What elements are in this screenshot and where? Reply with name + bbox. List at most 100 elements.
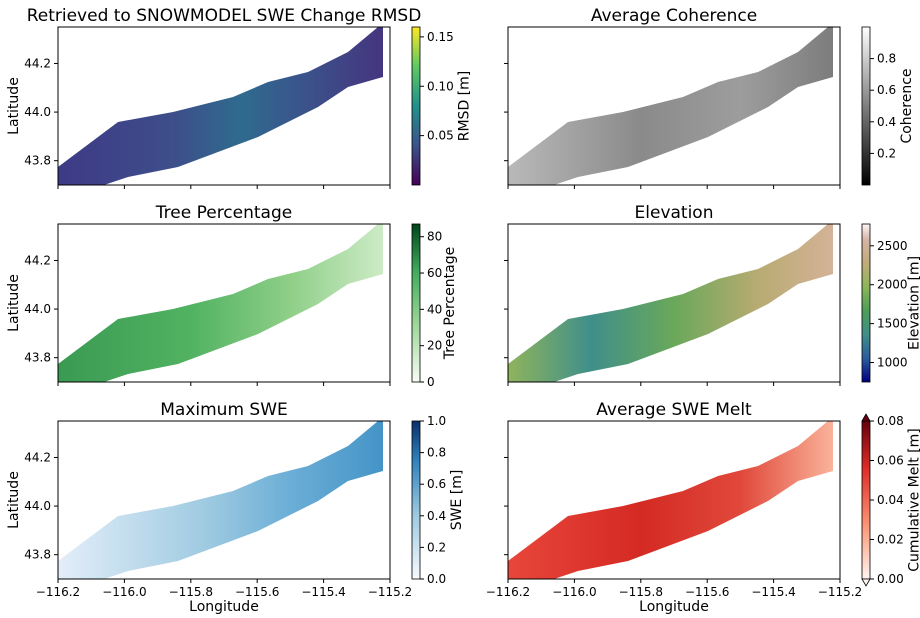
swath-group bbox=[58, 224, 383, 382]
y-axis-label: Latitude bbox=[6, 77, 22, 135]
y-axis-label: Latitude bbox=[6, 274, 22, 332]
colorbar-tick-label: 20 bbox=[427, 339, 442, 353]
colorbar-tick-label: 0.10 bbox=[427, 79, 454, 93]
panel-title: Average Coherence bbox=[591, 6, 757, 26]
axes-frame bbox=[57, 26, 391, 186]
colorbar-tick-label: 0.6 bbox=[877, 83, 896, 97]
colorbar-gradient bbox=[861, 223, 871, 383]
colorbar-tick-label: 0.08 bbox=[877, 414, 904, 428]
x-tick-label: −115.6 bbox=[685, 585, 729, 599]
x-tick-label: −116.2 bbox=[486, 585, 530, 599]
panel-1: Retrieved to SNOWMODEL SWE Change RMSD 43… bbox=[6, 6, 473, 189]
y-axis-label: Latitude bbox=[6, 471, 22, 529]
colorbar-tick-label: 80 bbox=[427, 230, 442, 244]
colorbar-tick-label: 60 bbox=[427, 266, 442, 280]
x-axis-label: Longitude bbox=[639, 599, 709, 615]
colorbar-tick-label: 0.02 bbox=[877, 533, 904, 547]
colorbar-label: Tree Percentage bbox=[442, 247, 458, 360]
colorbar-tick-label: 0.04 bbox=[877, 493, 904, 507]
y-tick-label: 44.2 bbox=[24, 450, 51, 464]
swath-group bbox=[508, 27, 833, 185]
axes-frame bbox=[507, 26, 841, 186]
colorbar-label: Cumulative Melt [m] bbox=[907, 428, 920, 571]
panel-title: Tree Percentage bbox=[155, 203, 292, 223]
colorbar-tick-label: 1000 bbox=[877, 356, 908, 370]
x-tick-label: −116.0 bbox=[102, 585, 146, 599]
panel-title: Retrieved to SNOWMODEL SWE Change RMSD bbox=[27, 6, 422, 26]
swath-group bbox=[58, 421, 383, 579]
colorbar-tick-label: 2500 bbox=[877, 239, 908, 253]
axes-frame bbox=[57, 420, 391, 580]
panel-title: Average SWE Melt bbox=[596, 400, 752, 420]
colorbar-tick-label: 2000 bbox=[877, 278, 908, 292]
colorbar-tick-label: 0.2 bbox=[877, 146, 896, 160]
swath-group bbox=[58, 27, 383, 185]
x-tick-label: −115.8 bbox=[169, 585, 213, 599]
axes-frame bbox=[507, 420, 841, 580]
y-tick-label: 43.8 bbox=[24, 548, 51, 562]
swath-image bbox=[508, 224, 833, 382]
colorbar-tick-label: 0.8 bbox=[427, 446, 446, 460]
panel-4: Elevation 1000 1500 2000 2500 Elevation [m] bbox=[504, 203, 920, 386]
swath-image bbox=[508, 421, 833, 579]
colorbar: 0.0 0.2 0.4 0.6 0.8 1.0 SWE [m] bbox=[411, 414, 465, 586]
colorbar-tick-label: 0.00 bbox=[877, 572, 904, 586]
y-tick-label: 43.8 bbox=[24, 351, 51, 365]
swath-group bbox=[508, 421, 833, 579]
colorbar-tick-label: 0.15 bbox=[427, 30, 454, 44]
swath-image bbox=[58, 421, 383, 579]
y-tick-label: 44.2 bbox=[24, 253, 51, 267]
y-tick-label: 44.0 bbox=[24, 302, 51, 316]
colorbar-gradient bbox=[861, 26, 871, 186]
x-tick-label: −115.4 bbox=[751, 585, 795, 599]
swath-group bbox=[508, 224, 833, 382]
panel-6: Average SWE Melt −116.2 −116.0 −115.8 −115.6… bbox=[486, 400, 920, 615]
swath-image bbox=[508, 27, 833, 185]
axes-frame bbox=[57, 223, 391, 383]
x-tick-label: −115.8 bbox=[619, 585, 663, 599]
colorbar: 0.05 0.10 0.15 RMSD [m] bbox=[411, 26, 473, 186]
y-tick-label: 44.0 bbox=[24, 499, 51, 513]
x-tick-label: −116.2 bbox=[36, 585, 80, 599]
x-tick-label: −115.6 bbox=[235, 585, 279, 599]
colorbar-tick-label: 0.0 bbox=[427, 572, 446, 586]
colorbar-gradient bbox=[411, 223, 421, 383]
x-tick-label: −116.0 bbox=[552, 585, 596, 599]
y-tick-label: 44.2 bbox=[24, 56, 51, 70]
swath-image bbox=[58, 27, 383, 185]
colorbar-tick-label: 0.2 bbox=[427, 540, 446, 554]
colorbar-label: SWE [m] bbox=[449, 470, 465, 531]
colorbar-label: RMSD [m] bbox=[457, 71, 473, 142]
x-tick-label: −115.2 bbox=[818, 585, 862, 599]
colorbar-tick-label: 0.06 bbox=[877, 454, 904, 468]
panel-title: Elevation bbox=[635, 203, 714, 223]
axes-frame bbox=[507, 223, 841, 383]
x-axis-label: Longitude bbox=[189, 599, 259, 615]
colorbar-gradient bbox=[411, 26, 421, 186]
colorbar-tick-label: 1.0 bbox=[427, 414, 446, 428]
colorbar-tick-label: 0.6 bbox=[427, 477, 446, 491]
colorbar-label: Elevation [m] bbox=[907, 256, 920, 350]
colorbar: 1000 1500 2000 2500 Elevation [m] bbox=[861, 223, 920, 383]
x-tick-label: −115.4 bbox=[301, 585, 345, 599]
colorbar-tick-label: 40 bbox=[427, 302, 442, 316]
x-tick-label: −115.2 bbox=[368, 585, 412, 599]
colorbar-extend-min bbox=[861, 578, 871, 587]
swath-image bbox=[58, 224, 383, 382]
colorbar-tick-label: 0 bbox=[427, 375, 435, 389]
colorbar-gradient bbox=[411, 420, 421, 580]
colorbar-tick-label: 0.4 bbox=[877, 115, 896, 129]
colorbar-tick-label: 0.05 bbox=[427, 129, 454, 143]
colorbar-tick-label: 1500 bbox=[877, 317, 908, 331]
panel-title: Maximum SWE bbox=[160, 400, 288, 420]
y-tick-label: 44.0 bbox=[24, 105, 51, 119]
colorbar-tick-label: 0.4 bbox=[427, 509, 446, 523]
colorbar-gradient bbox=[861, 420, 871, 580]
